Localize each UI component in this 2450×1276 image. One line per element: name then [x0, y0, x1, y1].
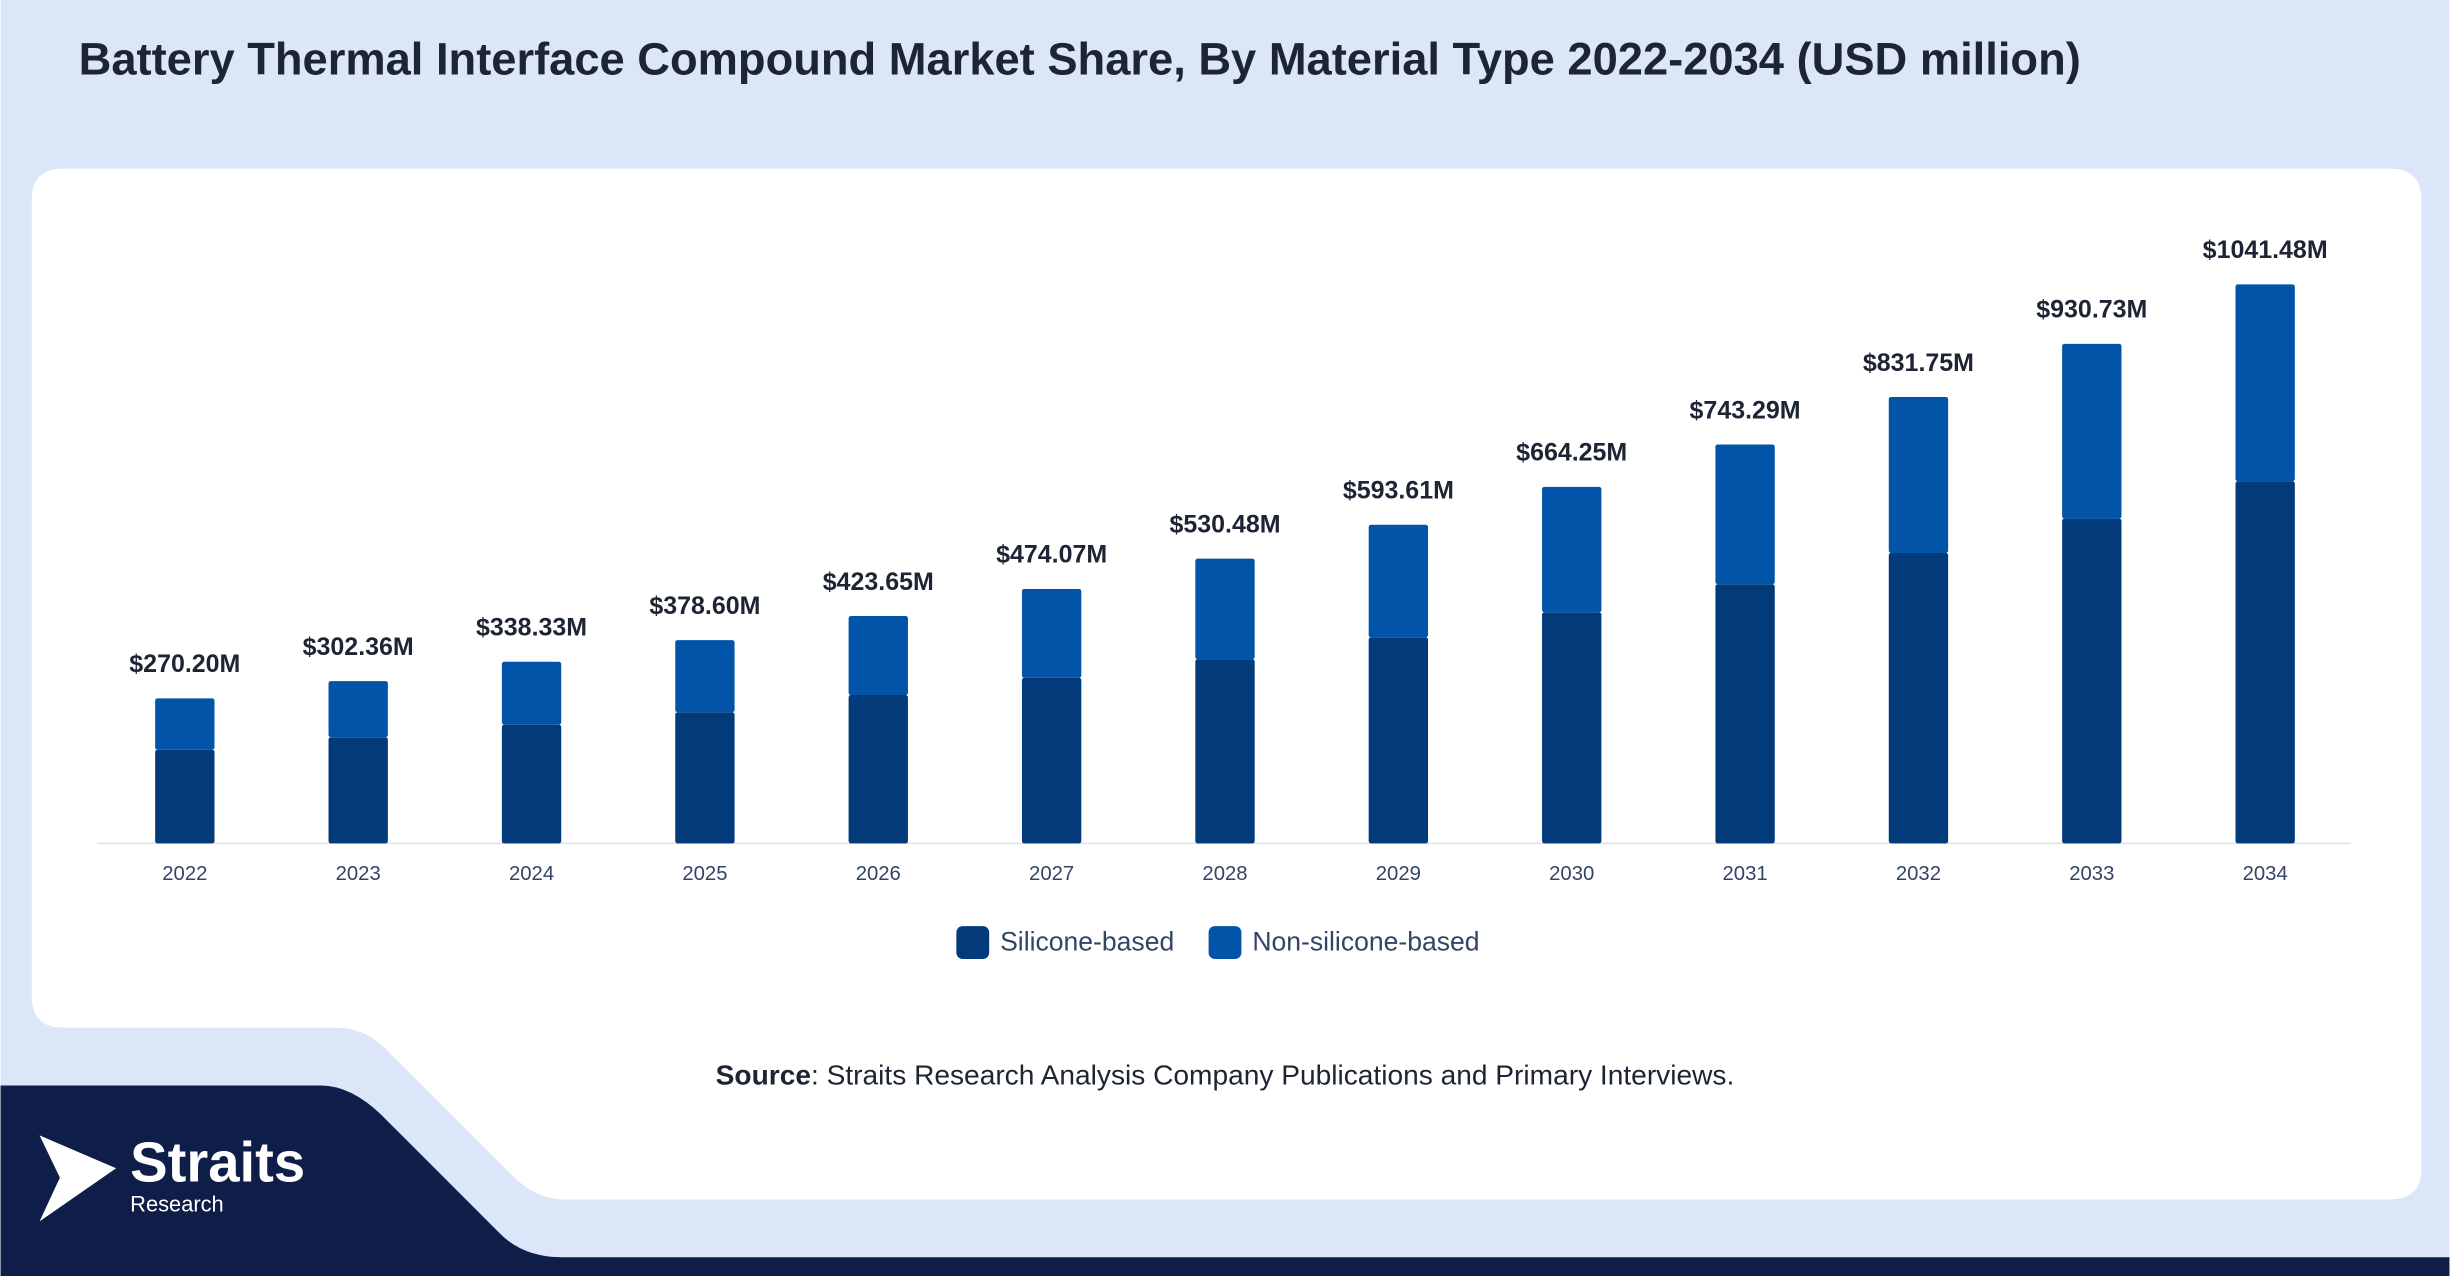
total-label: $338.33M	[476, 614, 587, 642]
x-tick-label: 2026	[856, 863, 901, 885]
bar-segment	[1542, 486, 1602, 613]
total-label: $664.25M	[1516, 439, 1627, 467]
footer-band	[0, 1085, 2450, 1276]
total-label: $831.75M	[1863, 349, 1974, 377]
bar-segment	[675, 712, 735, 844]
bar-segment	[1542, 612, 1602, 844]
legend-swatch	[956, 926, 990, 959]
x-tick-label: 2029	[1376, 863, 1421, 885]
chart-title: Battery Thermal Interface Compound Marke…	[79, 33, 2081, 84]
bar-segment	[1715, 444, 1775, 585]
total-label: $743.29M	[1690, 396, 1801, 424]
x-tick-label: 2028	[1202, 863, 1247, 885]
x-tick-label: 2033	[2069, 863, 2114, 885]
bar-segment	[675, 640, 735, 713]
legend-label: Silicone-based	[1000, 926, 1174, 956]
source-text: : Straits Research Analysis Company Publ…	[811, 1060, 1734, 1091]
total-label: $378.60M	[649, 592, 760, 620]
total-label: $1041.48M	[2203, 236, 2328, 264]
bar-segment	[848, 616, 908, 696]
total-label: $593.61M	[1343, 477, 1454, 505]
logo-sub: Research	[130, 1191, 224, 1216]
bar-segment	[501, 661, 562, 725]
bar-segment	[328, 681, 388, 738]
bar-segment	[2062, 518, 2122, 844]
x-tick-label: 2025	[682, 863, 727, 885]
logo-name: Straits	[130, 1131, 305, 1194]
bar-segment	[155, 698, 215, 750]
bar-segment	[1715, 584, 1775, 844]
bar-segment	[1021, 588, 1082, 678]
x-tick-label: 2023	[336, 863, 381, 885]
total-label: $302.36M	[303, 633, 414, 661]
legend-label: Non-silicone-based	[1252, 926, 1479, 956]
total-label: $270.20M	[129, 650, 240, 678]
bar-segment	[1021, 677, 1082, 844]
source: Source: Straits Research Analysis Compan…	[716, 1060, 1735, 1091]
x-tick-label: 2027	[1029, 863, 1074, 885]
plot: $270.20M 2022 $302.36M 2023 $338.33M 2024 $378…	[129, 236, 2328, 959]
bar-segment	[1368, 637, 1429, 844]
bar-segment	[1195, 659, 1255, 844]
logo-icon	[39, 1135, 117, 1222]
bar-segment	[848, 695, 908, 844]
x-tick-label: 2034	[2243, 863, 2288, 885]
x-tick-label: 2024	[509, 863, 554, 885]
source-label: Source	[716, 1060, 811, 1091]
legend-swatch	[1208, 926, 1242, 959]
total-label: $423.65M	[823, 568, 934, 596]
bar-segment	[2235, 481, 2295, 844]
bar-segment	[1888, 552, 1949, 844]
bar-segment	[1888, 396, 1949, 553]
x-tick-label: 2032	[1896, 863, 1941, 885]
total-label: $474.07M	[996, 541, 1107, 569]
bar-segment	[2062, 343, 2122, 519]
bar-segment	[328, 737, 388, 844]
bar-segment	[155, 749, 215, 844]
x-tick-label: 2030	[1549, 863, 1594, 885]
x-tick-label: 2022	[162, 863, 207, 885]
bar-segment	[1195, 558, 1255, 660]
total-label: $530.48M	[1169, 510, 1280, 538]
bar-segment	[2235, 284, 2295, 482]
total-label: $930.73M	[2036, 296, 2147, 324]
x-tick-label: 2031	[1723, 863, 1768, 885]
bar-segment	[1368, 524, 1429, 638]
bar-segment	[501, 724, 562, 844]
